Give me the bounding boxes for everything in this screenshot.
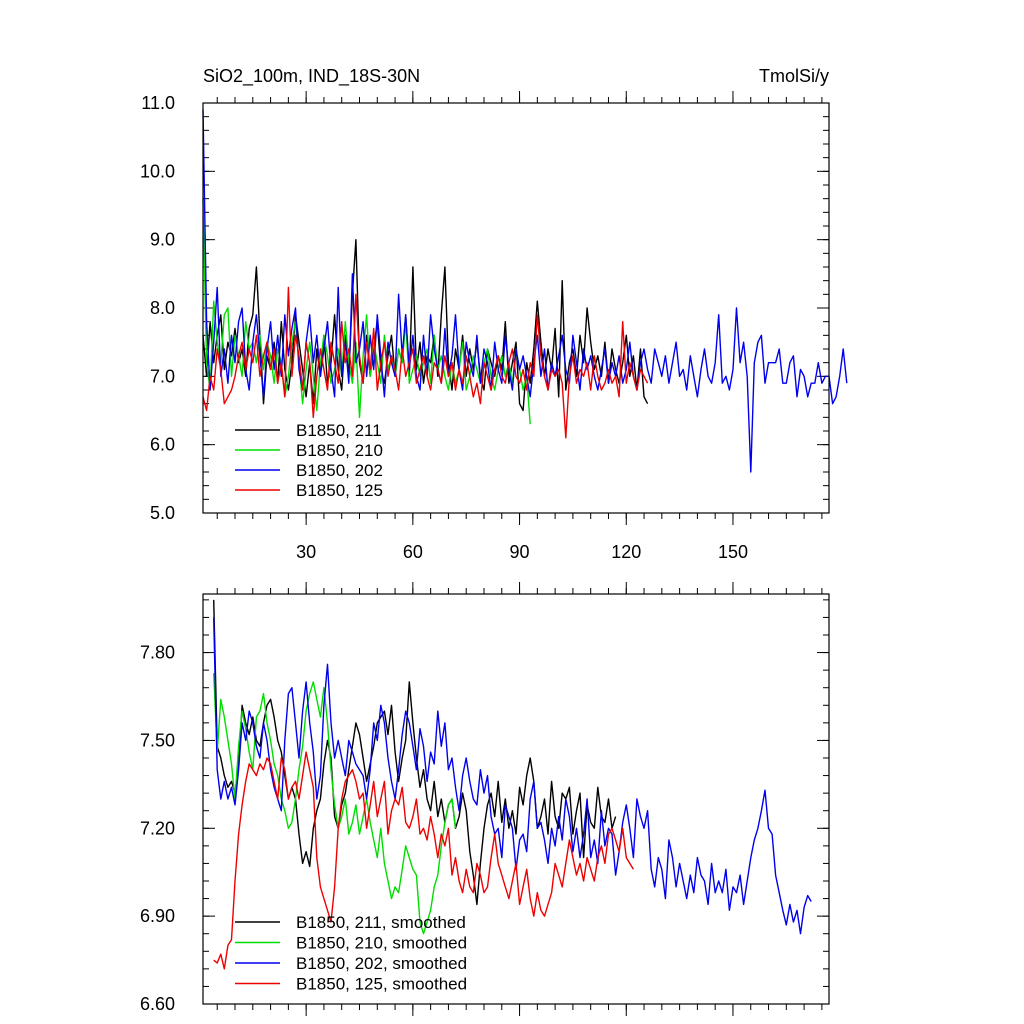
bottom-ytick-label: 7.20	[140, 818, 175, 838]
bottom-axis-ticks: 6.60 6.90 7.20 7.50 7.80	[140, 582, 829, 1016]
top-legend-label: B1850, 202	[296, 461, 383, 480]
bottom-legend-label: B1850, 202, smoothed	[296, 954, 467, 973]
top-panel: SiO2_100m, IND_18S-30N TmolSi/y 5.0 6.0 7.…	[140, 66, 848, 562]
bottom-series-line-b1850-210-smoothed	[213, 673, 457, 935]
units-label: TmolSi/y	[759, 66, 829, 86]
bottom-ytick-label: 6.60	[140, 994, 175, 1014]
bottom-panel: 6.60 6.90 7.20 7.50 7.80 B1850, 211, smoothe…	[140, 582, 830, 1016]
top-xtick-label: 30	[296, 542, 316, 562]
top-xtick-label: 150	[718, 542, 748, 562]
top-ytick-label: 6.0	[150, 435, 175, 455]
top-ytick-label: 11.0	[141, 93, 175, 113]
top-ytick-label: 5.0	[150, 503, 175, 523]
top-series-line-b1850-202	[202, 109, 848, 473]
bottom-ytick-label: 7.80	[140, 643, 175, 663]
bottom-series-group	[213, 599, 812, 970]
bottom-series-line-b1850-202-smoothed	[213, 617, 812, 935]
top-axis-frame	[202, 102, 830, 514]
bottom-legend-label: B1850, 211, smoothed	[296, 913, 466, 932]
top-xtick-label: 60	[403, 542, 423, 562]
bottom-ytick-label: 6.90	[140, 906, 175, 926]
top-ytick-label: 8.0	[150, 298, 175, 318]
top-xtick-label: 90	[510, 542, 530, 562]
bottom-legend-label: B1850, 125, smoothed	[296, 975, 467, 994]
top-ytick-label: 9.0	[150, 230, 175, 250]
bottom-series-line-b1850-125-smoothed	[213, 751, 634, 970]
bottom-legend: B1850, 211, smoothed B1850, 210, smoothed…	[235, 913, 467, 994]
top-series-line-b1850-125	[202, 286, 649, 439]
bottom-series-line-b1850-211-smoothed	[213, 599, 617, 906]
top-legend-label: B1850, 210	[296, 441, 383, 460]
top-legend-label: B1850, 125	[296, 481, 383, 500]
top-series-group	[202, 109, 848, 473]
top-ytick-label: 7.0	[150, 366, 175, 386]
bottom-axis-frame	[202, 593, 830, 1005]
panel-title: SiO2_100m, IND_18S-30N	[203, 66, 420, 87]
top-legend-label: B1850, 211	[296, 421, 382, 440]
bottom-ytick-label: 7.50	[140, 730, 175, 750]
top-ytick-label: 10.0	[140, 161, 175, 181]
top-xtick-label: 120	[611, 542, 641, 562]
bottom-legend-label: B1850, 210, smoothed	[296, 934, 467, 953]
